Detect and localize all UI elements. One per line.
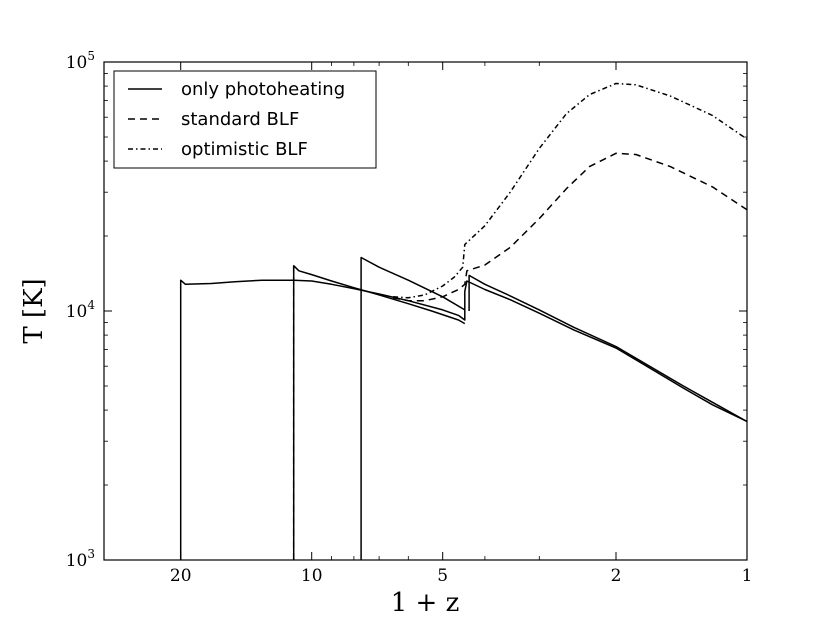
y-axis-label-text: T [K] bbox=[19, 278, 49, 343]
legend-label-standard-blf: standard BLF bbox=[181, 109, 299, 130]
legend-box bbox=[113, 70, 377, 169]
x-tick-label-2: 2 bbox=[611, 566, 622, 586]
series-only-photoheating-segment-0 bbox=[179, 279, 748, 560]
series-only-photoheating-segment-1 bbox=[292, 264, 466, 560]
y-axis-label: T [K] bbox=[19, 278, 49, 343]
x-tick-label-1: 1 bbox=[742, 566, 753, 586]
y-tick-label-100000: 105 bbox=[66, 49, 95, 73]
series-optimistic-blf-segment-0 bbox=[393, 82, 748, 299]
series-only-photoheating-segment-2 bbox=[360, 256, 466, 560]
x-tick-label-10: 10 bbox=[301, 566, 323, 586]
legend: only photoheating standard BLF optimisti… bbox=[113, 70, 377, 169]
x-tick-label-20: 20 bbox=[170, 566, 192, 586]
series-standard-blf-segment-1 bbox=[392, 152, 748, 302]
legend-label-only-photoheating: only photoheating bbox=[181, 79, 345, 100]
series-layer bbox=[179, 82, 748, 560]
legend-label-optimistic-blf: optimistic BLF bbox=[181, 139, 308, 160]
series-only-photoheating-segment-3 bbox=[468, 274, 748, 423]
plot-area bbox=[103, 61, 748, 561]
y-tick-label-1000: 103 bbox=[66, 547, 95, 571]
x-axis-label: 1 + z bbox=[391, 588, 460, 618]
y-tick-label-10000: 104 bbox=[66, 298, 96, 322]
x-tick-label-5: 5 bbox=[437, 566, 448, 586]
x-axis-label-text: 1 + z bbox=[391, 588, 460, 618]
